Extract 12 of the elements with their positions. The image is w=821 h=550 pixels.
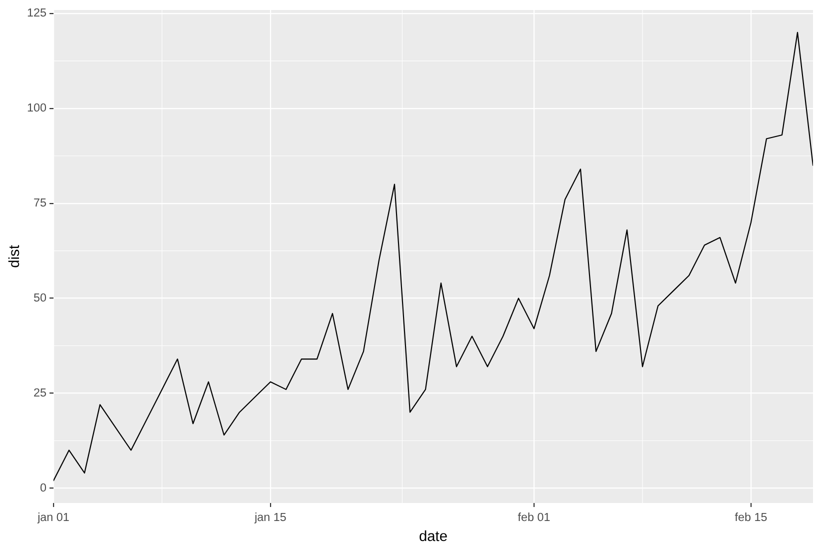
x-tick-label: feb 01 — [518, 511, 550, 524]
y-tick-label: 0 — [40, 481, 47, 494]
y-tick-label: 100 — [26, 102, 47, 115]
y-tick-label: 75 — [33, 196, 47, 210]
x-axis-title: date — [418, 529, 448, 546]
y-tick-label: 50 — [33, 292, 47, 305]
y-tick-label: 125 — [26, 6, 47, 20]
x-tick-label: jan 15 — [254, 511, 287, 524]
x-tick-label: jan 01 — [36, 511, 70, 524]
x-tick-label: feb 15 — [734, 511, 768, 524]
y-tick-label: 25 — [33, 386, 47, 400]
y-axis-title: dist — [6, 245, 23, 268]
